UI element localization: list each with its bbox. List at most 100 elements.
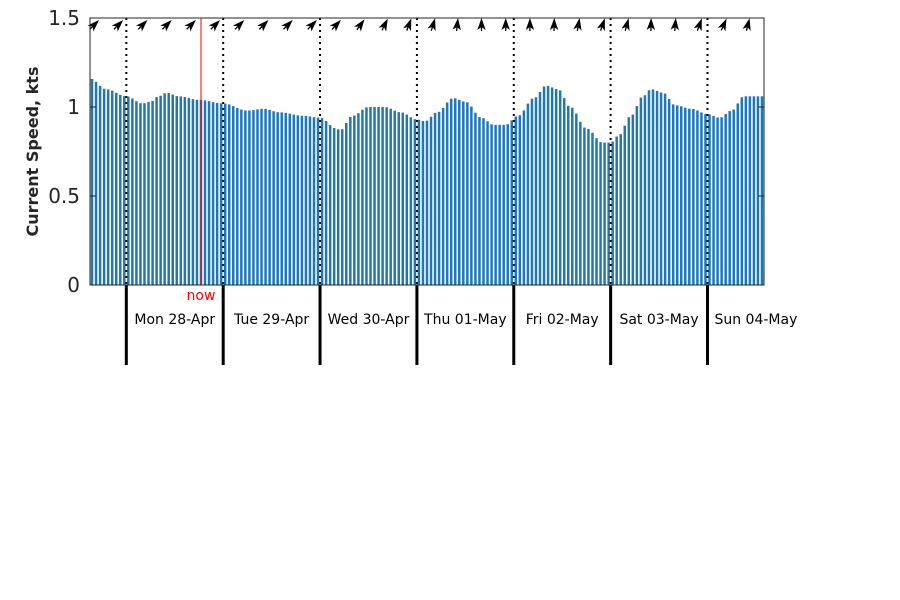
speed-bar — [357, 113, 360, 286]
speed-bar — [171, 94, 174, 285]
arrow-tail — [599, 26, 603, 31]
direction-arrow-icon — [354, 19, 365, 32]
speed-bar — [445, 102, 449, 285]
speed-bar — [607, 142, 610, 285]
arrow-head — [693, 18, 702, 32]
speed-bar — [631, 114, 635, 285]
arrow-head — [232, 20, 245, 32]
speed-bar — [655, 90, 659, 285]
arrow-tail — [161, 25, 166, 30]
speed-bar — [623, 125, 627, 285]
now-label: now — [187, 288, 216, 304]
speed-bar — [579, 121, 582, 286]
speed-bar — [647, 90, 651, 286]
day-label: Thu 01-May — [423, 312, 507, 328]
speed-bar — [583, 127, 586, 285]
arrow-head — [281, 20, 293, 32]
speed-bar — [490, 124, 493, 285]
arrow-head — [160, 20, 172, 32]
speed-bar — [207, 101, 211, 285]
speed-bar — [413, 119, 417, 285]
speed-bar — [90, 78, 94, 286]
arrow-tail — [283, 25, 287, 30]
speed-bar — [712, 115, 715, 286]
direction-arrow-icon — [646, 18, 656, 32]
arrow-head — [354, 19, 365, 32]
direction-arrow-icon — [208, 20, 221, 32]
day-label: Fri 02-May — [526, 312, 599, 328]
arrow-tail — [576, 26, 579, 32]
direction-arrow-icon — [135, 20, 148, 32]
direction-arrow-icon — [281, 20, 293, 32]
speed-bar — [748, 96, 752, 285]
speed-bar — [696, 110, 699, 286]
speed-bar — [102, 88, 106, 285]
speed-bar — [562, 98, 566, 285]
arrow-head — [596, 18, 605, 32]
speed-bar — [268, 109, 271, 285]
speed-bar — [308, 116, 312, 285]
speed-bar — [522, 110, 526, 285]
speed-bar — [187, 98, 191, 285]
arrow-tail — [210, 25, 215, 30]
speed-bar — [510, 120, 513, 285]
day-label: Mon 28-Apr — [134, 312, 215, 328]
speed-bar — [498, 124, 501, 285]
speed-bar — [675, 105, 679, 285]
speed-bar — [381, 107, 384, 285]
speed-bar — [760, 96, 764, 285]
speed-bar — [320, 118, 324, 285]
y-tick-label: 0.5 — [48, 184, 80, 208]
speed-bar — [417, 119, 421, 285]
speed-bar — [175, 96, 179, 285]
speed-bar — [595, 138, 598, 285]
speed-bar — [244, 110, 247, 285]
speed-bar — [240, 109, 243, 286]
speed-bar — [538, 91, 542, 286]
speed-bar — [252, 110, 255, 285]
y-axis-label: Current Speed, kts — [23, 67, 42, 237]
speed-bar — [671, 104, 675, 285]
speed-bar — [147, 101, 150, 285]
arrow-tail — [356, 26, 360, 31]
speed-bar — [119, 94, 122, 285]
direction-arrow-icon — [257, 20, 269, 32]
speed-bar — [752, 96, 756, 285]
direction-arrow-icon — [693, 18, 702, 32]
speed-bar — [409, 117, 413, 285]
direction-arrow-icon — [525, 18, 535, 31]
speed-bar — [349, 116, 352, 285]
arrow-head — [257, 20, 269, 32]
speed-bar — [260, 108, 263, 285]
speed-bar — [312, 117, 316, 285]
arrow-head — [208, 20, 221, 32]
speed-bar — [389, 108, 392, 286]
speed-bar — [114, 92, 118, 285]
speed-bar — [449, 98, 453, 285]
speed-bar — [724, 114, 727, 286]
day-label: Tue 29-Apr — [233, 312, 309, 328]
speed-bar — [478, 117, 481, 285]
speed-bar — [393, 110, 396, 285]
speed-bar — [704, 113, 707, 285]
speed-bar — [736, 103, 740, 285]
speed-bar — [405, 114, 409, 285]
speed-bar — [550, 87, 554, 285]
speed-bar — [397, 112, 400, 285]
day-label: Sat 03-May — [619, 312, 698, 328]
speed-bar — [688, 108, 691, 285]
speed-bar — [401, 112, 405, 285]
speed-bar — [700, 112, 703, 285]
speed-bar — [94, 81, 98, 285]
speed-bar — [272, 111, 275, 286]
speed-bar — [518, 115, 522, 285]
speed-bar — [667, 98, 671, 286]
speed-bar — [304, 115, 308, 285]
speed-bar — [458, 99, 461, 285]
speed-bar — [300, 115, 304, 285]
arrow-head — [670, 18, 679, 31]
speed-bar — [639, 97, 643, 285]
speed-bar — [441, 107, 445, 285]
speed-bar — [603, 142, 606, 285]
speed-bar — [708, 114, 711, 285]
